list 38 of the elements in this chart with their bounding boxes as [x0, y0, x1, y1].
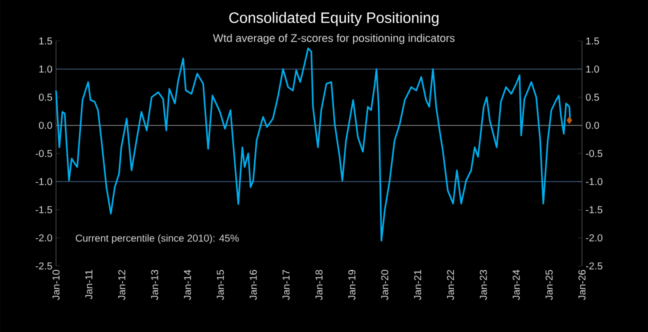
x-tick-label: Jan-10 [52, 270, 60, 300]
x-tick-label: Jan-26 [578, 270, 586, 300]
x-tick-label: Jan-16 [250, 270, 257, 300]
x-tick-label: Jan-23 [480, 270, 487, 300]
x-tick-label: Jan-22 [446, 270, 454, 300]
x-tick-label: Jan-24 [512, 270, 520, 300]
y-tick-label: 1.5 [39, 38, 52, 44]
y2-tick-label: -0.5 [586, 150, 602, 158]
x-tick-label: Jan-14 [184, 270, 191, 300]
x-tick-label: Jan-12 [118, 270, 126, 300]
y2-tick-label: -2.0 [586, 234, 602, 242]
y-tick-label: 0.5 [38, 94, 52, 101]
y-tick-label: -0.5 [36, 150, 52, 158]
x-tick-label: Jan-13 [151, 270, 158, 300]
x-tick-label: Jan-17 [282, 270, 290, 300]
y2-tick-label: 0.0 [586, 122, 600, 129]
chart-title: Consolidated Equity Positioning [229, 12, 438, 26]
chart-subtitle: Wtd average of Z-scores for positioning indicators [213, 34, 455, 44]
x-tick-label: Jan-25 [546, 270, 553, 300]
y2-tick-label: -1.5 [586, 206, 602, 214]
y2-tick-label: 1.0 [586, 66, 600, 73]
y2-tick-label: -2.5 [586, 262, 602, 270]
y2-tick-label: 0.5 [586, 94, 600, 101]
x-tick-label: Jan-19 [348, 270, 356, 300]
y2-tick-label: -1.0 [586, 178, 602, 186]
y-tick-label: -1.0 [36, 178, 52, 186]
x-tick-label: Jan-18 [315, 270, 323, 300]
x-tick-label: Jan-15 [216, 270, 224, 300]
y-tick-label: -1.5 [36, 206, 52, 214]
x-tick-label: Jan-20 [381, 270, 388, 300]
y-tick-label: -2.5 [36, 262, 52, 270]
y-tick-label: -2.0 [36, 234, 52, 242]
annotation: Current percentile (since 2010): 45% [76, 234, 239, 244]
y-tick-label: 0.0 [38, 122, 52, 129]
y2-tick-label: 1.5 [586, 38, 600, 44]
x-tick-label: Jan-21 [414, 270, 422, 300]
x-tick-label: Jan-11 [85, 270, 92, 300]
y-tick-label: 1.0 [39, 66, 52, 73]
